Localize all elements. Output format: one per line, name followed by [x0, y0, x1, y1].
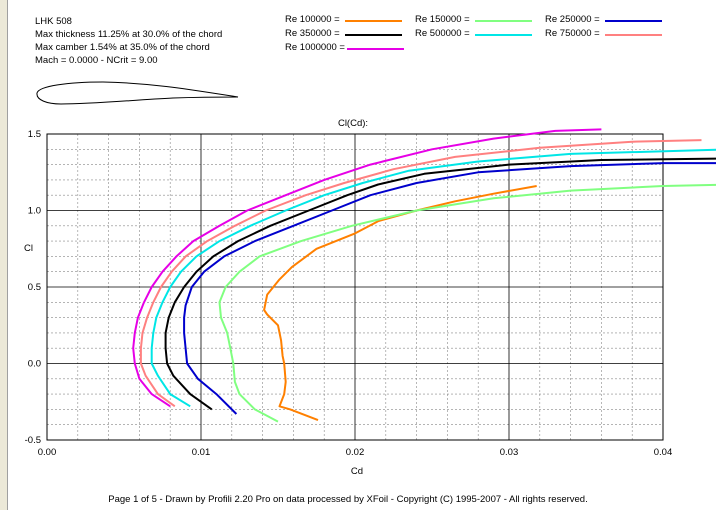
series-line-3 — [183, 162, 716, 415]
x-tick-label: 0.03 — [500, 447, 519, 458]
footer-label: Page 1 of 5 - Drawn by Profili 2.20 Pro … — [108, 494, 588, 505]
series-line-2 — [218, 183, 716, 423]
legend-swatch-4 — [345, 34, 402, 36]
legend-swatch-6 — [605, 34, 662, 36]
y-tick-label: 0.5 — [28, 282, 41, 293]
legend-swatch-2 — [475, 20, 532, 22]
max-thickness-text: Max thickness 11.25% at 30.0% of the cho… — [35, 29, 223, 40]
chart-title: Cl(Cd): — [338, 118, 368, 129]
max-camber-text: Max camber 1.54% at 35.0% of the chord — [35, 42, 210, 53]
legend-swatch-1 — [345, 20, 402, 22]
y-tick-label: 1.0 — [28, 206, 41, 217]
legend-label-4: Re 350000 = — [285, 28, 340, 39]
x-tick-label: 0.01 — [192, 447, 211, 458]
legend-label-5: Re 500000 = — [415, 28, 470, 39]
y-axis-label: Cl — [24, 243, 33, 254]
series-line-4 — [164, 157, 716, 411]
x-tick-label: 0.00 — [38, 447, 57, 458]
y-tick-label: 0.0 — [28, 359, 41, 370]
series-line-5 — [150, 148, 716, 408]
x-tick-label: 0.02 — [346, 447, 365, 458]
window-left-edge — [0, 0, 8, 510]
legend-swatch-7 — [347, 48, 404, 50]
legend-label-6: Re 750000 = — [545, 28, 600, 39]
airfoil-name: LHK 508 — [35, 16, 72, 27]
x-tick-label: 0.04 — [654, 447, 673, 458]
series-line-6 — [139, 139, 702, 408]
x-axis-label: Cd — [351, 466, 363, 477]
y-tick-label: 1.5 — [28, 129, 41, 140]
legend-swatch-3 — [605, 20, 662, 22]
airfoil-profile-shape — [36, 81, 239, 105]
footer-text: Page 1 of 5 - Drawn by Profili 2.20 Pro … — [0, 494, 716, 505]
y-tick-label: -0.5 — [25, 435, 41, 446]
legend-label-7: Re 1000000 = — [285, 42, 345, 53]
legend-swatch-5 — [475, 34, 532, 36]
legend-label-2: Re 150000 = — [415, 14, 470, 25]
series-line-7 — [132, 128, 602, 408]
plot-frame — [46, 133, 664, 441]
airfoil-info: LHK 508 Max thickness 11.25% at 30.0% of… — [35, 15, 222, 67]
mach-ncrit-text: Mach = 0.0000 - NCrit = 9.00 — [35, 55, 158, 66]
legend-label-3: Re 250000 = — [545, 14, 600, 25]
legend-label-1: Re 100000 = — [285, 14, 340, 25]
